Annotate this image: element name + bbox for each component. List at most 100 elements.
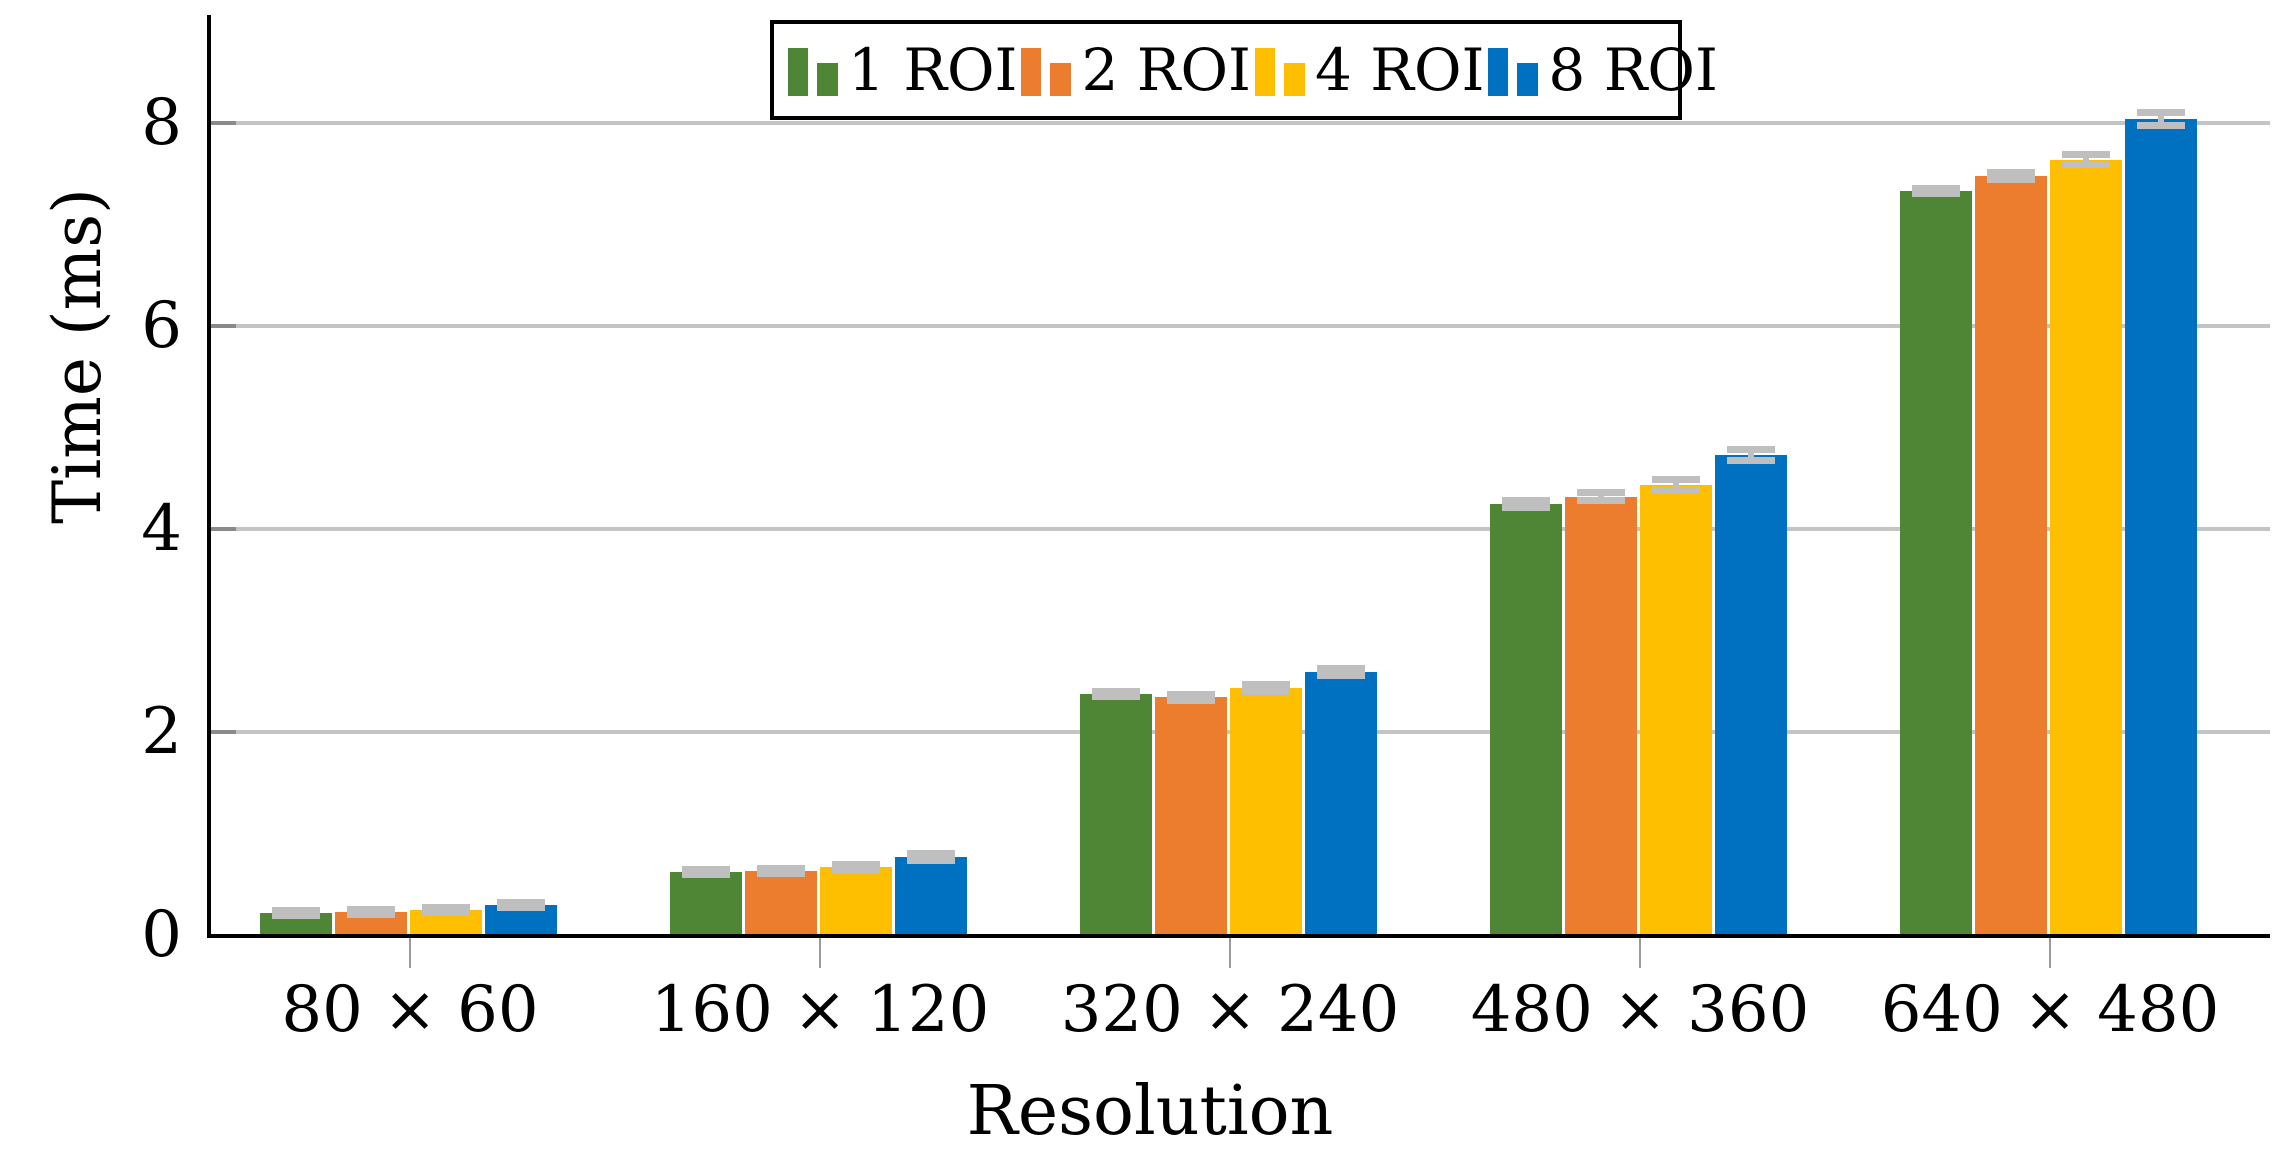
error-bar-upper-cap (1912, 184, 1960, 192)
y-tick-mark (210, 324, 236, 328)
error-bar-lower-cap (1167, 696, 1215, 704)
y-tick-mark (210, 121, 236, 125)
legend-label: 4 ROI (1314, 36, 1485, 104)
error-bar-upper-cap (1987, 168, 2035, 176)
y-axis-label: Time (ms) (39, 188, 116, 524)
bar (1230, 688, 1302, 935)
x-tick-mark (409, 935, 411, 968)
x-tick-mark (2049, 935, 2051, 968)
legend-marker-short-bar (1517, 63, 1539, 96)
bar (1305, 672, 1377, 935)
error-bar-lower-cap (1092, 693, 1140, 701)
error-bar-line (928, 850, 934, 863)
y-gridline (210, 324, 2270, 328)
error-bar-line (2083, 152, 2089, 167)
error-bar-lower-cap (272, 911, 320, 919)
error-bar-upper-cap (1502, 496, 1550, 504)
error-bar-lower-cap (907, 856, 955, 864)
error-bar-upper-cap (1092, 688, 1140, 696)
bar (745, 871, 817, 935)
error-bar-upper-cap (272, 906, 320, 914)
error-bar-upper-cap (757, 865, 805, 873)
bar (1155, 697, 1227, 935)
legend-marker-short-bar (1283, 63, 1305, 96)
x-tick-label: 640 × 480 (1880, 973, 2220, 1047)
x-tick-label: 160 × 120 (650, 973, 990, 1047)
error-bar-upper-cap (907, 849, 955, 857)
x-tick-mark (1639, 935, 1641, 968)
y-tick-mark (210, 730, 236, 734)
legend-label: 1 ROI (848, 36, 1018, 104)
error-bar-lower-cap (1242, 688, 1290, 696)
legend-marker-tall-bar (1021, 48, 1042, 96)
legend-bar-marker-icon (1488, 44, 1539, 96)
bar (2125, 118, 2197, 935)
error-bar-lower-cap (1502, 503, 1550, 511)
y-tick-label: 0 (141, 898, 182, 972)
error-bar-lower-cap (2137, 122, 2185, 130)
bar (2050, 159, 2122, 935)
legend-box: 1 ROI 2 ROI 4 ROI 8 ROI (770, 20, 1718, 120)
y-gridline (210, 527, 2270, 531)
error-bar-line (1523, 497, 1529, 510)
legend-label: 2 ROI (1081, 36, 1251, 104)
error-bar-lower-cap (422, 908, 470, 916)
error-bar-lower-cap (682, 871, 730, 879)
x-tick-label: 480 × 360 (1470, 973, 1810, 1047)
legend-entry-4-roi: 4 ROI (1254, 36, 1485, 104)
bar (820, 866, 892, 935)
y-axis-line (207, 15, 211, 938)
error-bar-lower-cap (1987, 175, 2035, 183)
error-bar-upper-cap (682, 866, 730, 874)
y-tick-label: 6 (141, 289, 182, 363)
x-tick-label: 80 × 60 (281, 973, 539, 1047)
error-bar-lower-cap (347, 910, 395, 918)
bar (895, 856, 967, 935)
error-bar-line (1338, 666, 1344, 679)
error-bar-line (1263, 682, 1269, 695)
error-bar-line (2008, 169, 2014, 182)
error-bar-upper-cap (832, 860, 880, 868)
x-tick-mark (819, 935, 821, 968)
y-tick-label: 2 (141, 695, 182, 769)
bar (1080, 694, 1152, 935)
bar (1565, 496, 1637, 935)
error-bar-upper-cap (2062, 151, 2110, 159)
error-bar-upper-cap (347, 905, 395, 913)
bar (1975, 175, 2047, 935)
bar (1640, 485, 1712, 935)
legend-entry-8-roi: 8 ROI (1488, 41, 1718, 99)
error-bar-line (1598, 490, 1604, 503)
legend-marker-tall-bar (788, 48, 808, 96)
legend-bar-marker-icon (1021, 44, 1072, 96)
error-bar-upper-cap (1727, 445, 1775, 453)
error-bar-upper-cap (1167, 691, 1215, 699)
error-bar-lower-cap (832, 866, 880, 874)
legend-entry-1-roi: 1 ROI (788, 41, 1017, 99)
error-bar-lower-cap (1652, 487, 1700, 495)
error-bar-upper-cap (2137, 108, 2185, 116)
x-axis-line (207, 934, 2270, 938)
legend-marker-short-bar (1050, 63, 1072, 96)
error-bar-upper-cap (1577, 489, 1625, 497)
y-tick-mark (210, 527, 236, 531)
bar (1900, 191, 1972, 935)
bar (670, 872, 742, 935)
error-bar-line (2158, 109, 2164, 129)
legend-marker-short-bar (817, 63, 838, 96)
bar (1715, 454, 1787, 935)
error-bar-lower-cap (2062, 160, 2110, 168)
error-bar-lower-cap (1912, 190, 1960, 198)
legend-entry-2-roi: 2 ROI (1021, 36, 1251, 104)
error-bar-lower-cap (1577, 496, 1625, 504)
error-bar-lower-cap (497, 903, 545, 911)
legend-bar-marker-icon (788, 44, 838, 96)
legend-marker-tall-bar (1254, 48, 1275, 96)
bar (1490, 503, 1562, 935)
error-bar-upper-cap (1317, 665, 1365, 673)
error-bar-line (1748, 446, 1754, 463)
error-bar-lower-cap (757, 870, 805, 878)
x-tick-mark (1229, 935, 1231, 968)
error-bar-upper-cap (422, 903, 470, 911)
